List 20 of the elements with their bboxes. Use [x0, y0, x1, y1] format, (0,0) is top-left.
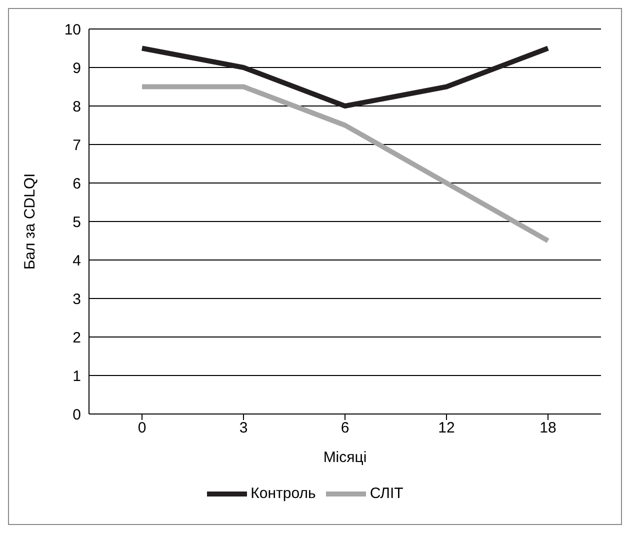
x-tick-label: 12 — [438, 420, 455, 437]
x-tick-label: 18 — [540, 420, 556, 437]
legend-label: СЛІТ — [370, 484, 404, 502]
y-tick-label: 5 — [72, 214, 81, 231]
y-tick-label: 8 — [72, 98, 81, 116]
y-tick-label: 2 — [72, 329, 81, 346]
y-tick-label: 0 — [72, 406, 81, 424]
y-axis-title: Бал за CDLQI — [21, 173, 38, 270]
y-tick-label: 3 — [72, 290, 81, 308]
x-axis-title: Місяці — [323, 449, 367, 466]
y-tick-label: 9 — [72, 60, 81, 77]
x-tick-label: 6 — [340, 420, 350, 437]
y-tick-label: 10 — [64, 21, 81, 38]
x-tick-label: 0 — [138, 420, 146, 437]
y-tick-label: 7 — [72, 136, 81, 154]
y-tick-label: 1 — [72, 368, 81, 385]
y-tick-label: 6 — [72, 175, 81, 192]
x-tick-label: 3 — [239, 420, 248, 437]
legend-label: Контроль — [250, 484, 316, 502]
y-tick-label: 4 — [72, 252, 81, 270]
